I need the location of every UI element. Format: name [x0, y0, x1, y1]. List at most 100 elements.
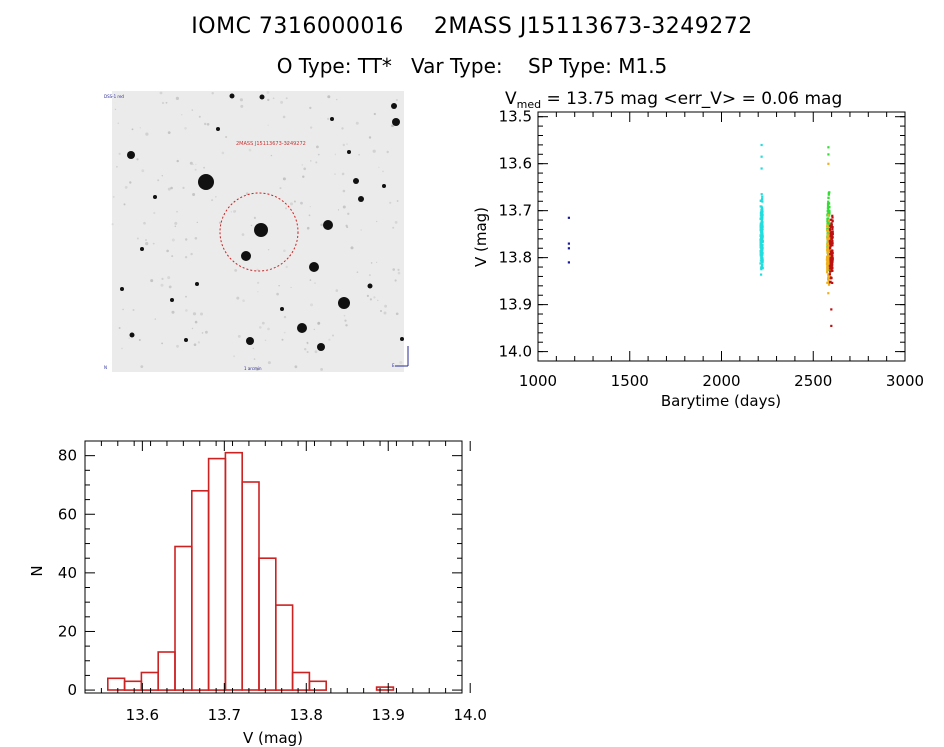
finder-faint-star — [150, 279, 154, 283]
lc-data-point — [828, 267, 832, 270]
lc-data-point — [826, 258, 830, 261]
lc-data-point — [826, 264, 829, 267]
finder-faint-star — [372, 149, 376, 153]
finder-faint-star — [301, 164, 304, 166]
lc-data-point — [760, 254, 763, 257]
lc-data-point — [831, 281, 834, 284]
finder-faint-star — [255, 367, 259, 371]
lc-data-point — [828, 255, 831, 258]
lc-data-point — [760, 242, 763, 245]
finder-faint-star — [196, 221, 198, 224]
finder-faint-star — [282, 115, 286, 119]
finder-faint-star — [122, 308, 124, 311]
lc-x-tick-label: 3000 — [886, 372, 924, 390]
lc-data-point — [759, 238, 762, 242]
lc-data-point — [831, 260, 834, 263]
lc-title-rest: = 13.75 mag <err_V> = 0.06 mag — [541, 89, 842, 109]
lc-data-point — [760, 273, 763, 276]
lc-x-ticks: 1000 1500 2000 2500 3000 — [519, 112, 924, 390]
finder-faint-star — [234, 210, 237, 212]
finder-star — [140, 247, 144, 251]
lc-data-point — [761, 259, 764, 262]
lc-data-point — [827, 146, 830, 149]
finder-faint-star — [252, 347, 254, 350]
finder-faint-star — [304, 348, 307, 351]
lc-data-point — [567, 242, 570, 245]
lc-data-point — [759, 217, 762, 221]
finder-star — [259, 94, 265, 100]
finder-faint-star — [136, 237, 139, 240]
finder-faint-star — [241, 233, 245, 236]
finder-faint-star — [283, 315, 287, 319]
finder-faint-star — [395, 312, 399, 316]
lc-data-point — [831, 250, 834, 253]
lc-data-point — [827, 251, 830, 254]
lc-data-point — [827, 212, 830, 216]
finder-faint-star — [131, 128, 134, 131]
hist-bar — [191, 489, 210, 691]
finder-faint-star — [369, 298, 372, 301]
finder-faint-star — [264, 339, 267, 342]
finder-faint-star — [335, 289, 339, 292]
hist-bar — [375, 686, 395, 691]
finder-faint-star — [389, 201, 392, 204]
finder-star — [195, 282, 199, 286]
finder-faint-star — [267, 327, 270, 331]
lc-data-point — [761, 266, 764, 270]
finder-faint-star — [395, 99, 398, 101]
finder-faint-star — [132, 309, 135, 311]
finder-faint-star — [161, 342, 163, 345]
finder-noise — [111, 91, 403, 371]
finder-faint-star — [327, 95, 331, 99]
lc-y-ticks: 13.5 13.6 13.7 13.8 13.9 14.0 — [499, 108, 905, 361]
finder-faint-star — [191, 327, 194, 330]
finder-faint-star — [190, 252, 193, 256]
finder-faint-star — [383, 311, 387, 315]
lc-data-point — [826, 237, 829, 241]
lc-data-point — [759, 246, 762, 249]
lc-data-point — [760, 167, 763, 170]
finder-faint-star — [197, 341, 200, 344]
hist-bar — [291, 671, 311, 691]
finder-star — [129, 332, 135, 338]
lc-data-point — [831, 255, 834, 258]
lc-data-point — [831, 262, 834, 265]
lc-data-point — [760, 268, 763, 271]
finder-target-label: 2MASS J15113673-3249272 — [236, 141, 306, 147]
lc-data-point — [826, 234, 829, 237]
lc-data-point — [829, 247, 832, 250]
lc-data-point — [759, 199, 762, 202]
lc-data-point — [828, 202, 831, 205]
finder-faint-star — [337, 209, 340, 211]
finder-star — [353, 178, 359, 184]
hist-bar — [241, 481, 260, 691]
lc-data-point — [760, 225, 763, 228]
lc-data-point — [760, 205, 763, 208]
finder-star — [246, 337, 254, 345]
finder-chart-image: DSS-1 red 2MASS J15113673-3249272 N 1 ar… — [104, 91, 409, 372]
lc-data-point — [759, 243, 762, 246]
lc-data-point — [829, 264, 832, 267]
lc-data-point — [827, 242, 830, 245]
lc-data-point — [760, 143, 763, 147]
lc-data-point — [827, 224, 830, 228]
lc-data-point — [831, 254, 834, 257]
finder-faint-star — [167, 187, 171, 191]
lc-data-point — [567, 261, 570, 264]
finder-faint-star — [141, 169, 145, 173]
finder-star — [127, 151, 135, 159]
lc-data-point — [831, 258, 834, 261]
finder-faint-star — [211, 199, 214, 202]
lc-data-point — [567, 216, 570, 219]
finder-faint-star — [240, 104, 244, 108]
lc-data-point — [831, 244, 834, 247]
lc-data-point — [761, 246, 764, 249]
finder-faint-star — [195, 163, 197, 165]
lc-data-point — [826, 207, 829, 210]
lc-data-point — [830, 324, 833, 327]
finder-faint-star — [248, 148, 252, 152]
lc-data-point — [760, 248, 763, 251]
finder-faint-star — [221, 151, 225, 155]
lc-data-point — [828, 226, 831, 229]
finder-star — [317, 343, 325, 351]
